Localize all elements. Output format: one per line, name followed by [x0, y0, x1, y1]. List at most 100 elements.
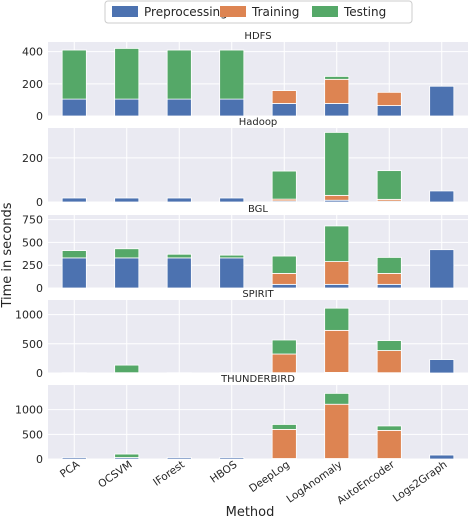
panel-title: THUNDERBIRD [220, 374, 295, 385]
bar-segment-training [324, 194, 350, 201]
panel-bgl: 0 250 500 750 BGL [22, 204, 468, 295]
y-tick-label: 500 [22, 236, 43, 249]
x-tick-label: AutoEncoder [335, 458, 398, 507]
bar-segment-testing [376, 257, 402, 274]
bar-segment-testing [114, 453, 140, 458]
bar-segment-testing [114, 248, 140, 259]
bar-segment-testing [114, 48, 140, 100]
legend-entry: Testing [312, 5, 386, 19]
legend-label: Training [251, 5, 299, 19]
y-tick-label: 0 [36, 282, 43, 295]
bar-segment-training [324, 403, 350, 459]
bar-segment-preprocessing [219, 197, 245, 203]
panel-title: BGL [248, 204, 268, 215]
bar-segment-testing [114, 364, 140, 374]
bar-segment-testing [271, 170, 297, 200]
legend-swatch [312, 6, 338, 17]
bar-segment-testing [324, 76, 350, 80]
bar-segment-preprocessing [324, 103, 350, 117]
bar-segment-preprocessing [114, 197, 140, 203]
bar-segment-preprocessing [429, 249, 455, 289]
y-tick-label: 0 [36, 110, 43, 123]
panel-title: HDFS [244, 31, 271, 42]
legend-swatch [220, 6, 246, 17]
bar-segment-testing [166, 253, 192, 259]
bar-segment-testing [324, 307, 350, 331]
y-tick-label: 500 [22, 428, 43, 441]
bar-segment-testing [219, 254, 245, 259]
y-tick-label: 0 [36, 453, 43, 466]
bar-segment-training [271, 353, 297, 374]
legend-label: Preprocessing [144, 5, 228, 19]
bar-segment-testing [271, 339, 297, 355]
bar-segment-training [376, 350, 402, 374]
x-axis-label: Method [226, 505, 275, 520]
bar-segment-preprocessing [166, 197, 192, 203]
bar-segment-preprocessing [376, 105, 402, 117]
y-tick-label: 1000 [15, 404, 43, 417]
bar-segment-training [271, 90, 297, 104]
panel-thunderbird: 0 500 1000 THUNDERBIRD [15, 374, 468, 466]
bar-segment-preprocessing [166, 372, 192, 374]
bar-segment-preprocessing [114, 98, 140, 117]
bar-segment-testing [376, 340, 402, 351]
y-tick-label: 250 [22, 259, 43, 272]
panel-hadoop: 0 200 Hadoop [22, 117, 468, 209]
y-tick-label: 750 [22, 214, 43, 227]
bar-segment-testing [166, 49, 192, 100]
legend-label: Testing [343, 5, 386, 19]
bar-segment-preprocessing [429, 454, 455, 460]
bar-segment-testing [376, 170, 402, 200]
y-tick-label: 0 [36, 196, 43, 209]
panel-title: Hadoop [239, 117, 278, 128]
bar-segment-testing [61, 49, 87, 100]
bar-segment-training [271, 428, 297, 459]
bar-segment-training [376, 91, 402, 106]
y-axis-label: Time in seconds [0, 202, 15, 308]
bar-segment-testing [219, 49, 245, 100]
x-tick-label: HBOS [208, 458, 240, 485]
bar-segment-testing [61, 250, 87, 259]
bar-segment-preprocessing [166, 457, 192, 460]
bar-segment-preprocessing [61, 372, 87, 374]
y-tick-label: 0 [36, 367, 43, 380]
bar-segment-training [324, 329, 350, 373]
bar-segment-testing [376, 425, 402, 431]
y-tick-label: 1000 [15, 309, 43, 322]
bar-segment-testing [324, 225, 350, 262]
panel-title: SPIRIT [242, 289, 274, 300]
y-tick-label: 400 [22, 46, 43, 59]
x-tick-label: PCA [58, 458, 83, 480]
bar-segment-preprocessing [219, 98, 245, 117]
panel-background [48, 42, 468, 116]
x-tick-label: OCSVM [96, 459, 134, 491]
bar-segment-preprocessing [271, 283, 297, 289]
bar-segment-testing [324, 132, 350, 196]
x-tick-label: IForest [151, 459, 187, 489]
panel-background [48, 215, 468, 288]
bar-segment-preprocessing [219, 372, 245, 374]
panel-spirit: 0 500 1000 SPIRIT [15, 289, 468, 380]
bar-segment-preprocessing [61, 257, 87, 289]
y-tick-label: 500 [22, 338, 43, 351]
y-tick-label: 200 [22, 152, 43, 165]
bar-segment-preprocessing [166, 257, 192, 289]
bar-segment-testing [271, 255, 297, 274]
bar-segment-preprocessing [219, 457, 245, 460]
legend-entry: Preprocessing [112, 5, 228, 19]
bar-segment-training [376, 429, 402, 459]
panel-hdfs: 0 200 400 HDFS [22, 31, 468, 123]
y-tick-label: 200 [22, 78, 43, 91]
bar-segment-training [271, 272, 297, 285]
panel-background [48, 385, 468, 459]
bar-segment-preprocessing [61, 98, 87, 117]
bar-segment-testing [324, 392, 350, 405]
panel-background [48, 300, 468, 373]
legend: Preprocessing Training Testing [104, 0, 413, 24]
panel-background [48, 128, 468, 202]
bar-segment-training [324, 261, 350, 285]
x-tick-label: Logs2Graph [391, 459, 450, 505]
bar-segment-preprocessing [61, 457, 87, 460]
